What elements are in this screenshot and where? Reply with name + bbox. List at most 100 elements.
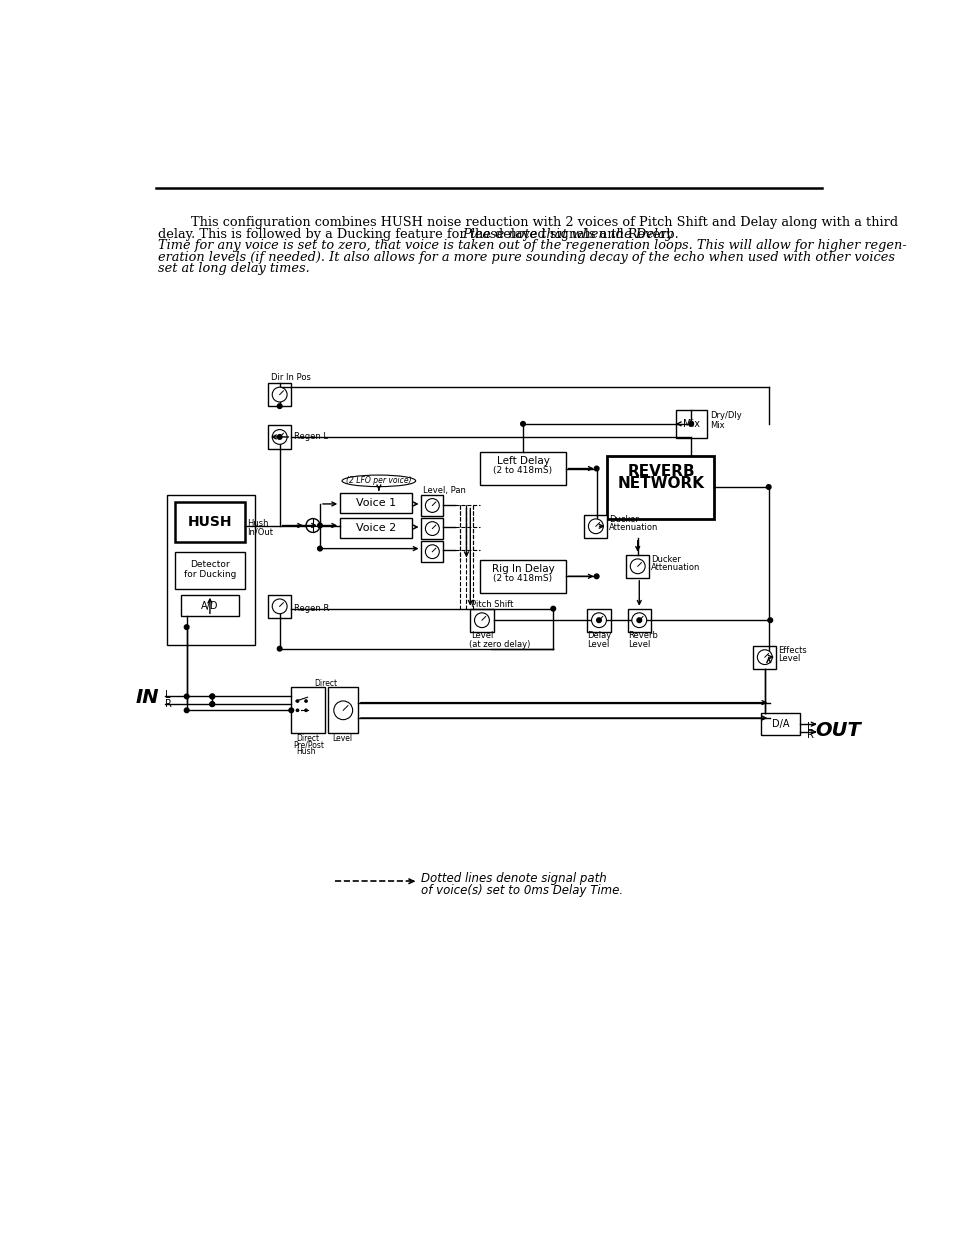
Text: Direct: Direct bbox=[295, 734, 318, 742]
Bar bbox=[625, 555, 649, 578]
Bar bbox=[470, 609, 493, 632]
Text: Left Delay: Left Delay bbox=[497, 456, 549, 466]
Text: HUSH: HUSH bbox=[188, 515, 232, 530]
Circle shape bbox=[425, 521, 438, 536]
Text: of voice(s) set to 0ms Delay Time.: of voice(s) set to 0ms Delay Time. bbox=[421, 884, 623, 897]
Circle shape bbox=[425, 545, 438, 558]
Circle shape bbox=[272, 599, 287, 614]
Text: Attenuation: Attenuation bbox=[608, 524, 658, 532]
Circle shape bbox=[550, 606, 555, 611]
Bar bbox=[268, 383, 291, 406]
Bar bbox=[480, 561, 565, 593]
Text: OUT: OUT bbox=[815, 721, 860, 740]
Text: Voice 2: Voice 2 bbox=[355, 522, 395, 532]
Bar bbox=[268, 425, 291, 448]
Bar bbox=[421, 495, 443, 516]
Text: Hush: Hush bbox=[247, 520, 269, 529]
Circle shape bbox=[277, 435, 282, 440]
Text: Please note that when the Delay: Please note that when the Delay bbox=[462, 227, 673, 241]
Bar bbox=[268, 595, 291, 618]
Circle shape bbox=[210, 694, 214, 699]
Bar bbox=[627, 609, 650, 632]
Text: Attenuation: Attenuation bbox=[650, 563, 700, 572]
Text: Delay: Delay bbox=[587, 631, 611, 640]
Text: Direct: Direct bbox=[314, 679, 337, 688]
Circle shape bbox=[630, 559, 644, 574]
Bar bbox=[181, 595, 239, 616]
Circle shape bbox=[210, 694, 214, 699]
Bar bbox=[167, 495, 254, 645]
Text: Pitch Shift: Pitch Shift bbox=[471, 600, 513, 609]
Circle shape bbox=[425, 499, 438, 513]
Text: Mix: Mix bbox=[682, 419, 699, 429]
Circle shape bbox=[184, 708, 189, 713]
Text: (at zero delay): (at zero delay) bbox=[468, 640, 530, 648]
Text: Dir In Pos: Dir In Pos bbox=[271, 373, 311, 382]
Text: Level: Level bbox=[587, 640, 609, 648]
Text: Voice 1: Voice 1 bbox=[355, 498, 395, 508]
Text: Pre/Post: Pre/Post bbox=[294, 741, 324, 750]
Circle shape bbox=[594, 574, 598, 579]
Text: R: R bbox=[165, 699, 172, 709]
Circle shape bbox=[767, 618, 772, 622]
Circle shape bbox=[277, 404, 282, 409]
Circle shape bbox=[594, 466, 598, 471]
Bar bbox=[340, 517, 412, 537]
Text: Reverb: Reverb bbox=[627, 631, 657, 640]
Circle shape bbox=[765, 484, 770, 489]
Text: for Ducking: for Ducking bbox=[184, 571, 235, 579]
Text: (2 to 418mS): (2 to 418mS) bbox=[493, 467, 552, 475]
Text: D/A: D/A bbox=[771, 719, 788, 729]
Bar bbox=[174, 503, 245, 542]
Circle shape bbox=[210, 701, 214, 706]
Text: eration levels (if needed). It also allows for a more pure sounding decay of the: eration levels (if needed). It also allo… bbox=[158, 251, 894, 263]
Bar bbox=[421, 517, 443, 540]
Circle shape bbox=[757, 650, 772, 664]
Circle shape bbox=[184, 625, 189, 630]
Text: Hush: Hush bbox=[295, 747, 315, 756]
Text: R: R bbox=[806, 730, 813, 740]
Text: NETWORK: NETWORK bbox=[617, 477, 703, 492]
Text: (2 LFO per voice): (2 LFO per voice) bbox=[346, 477, 412, 485]
Circle shape bbox=[305, 700, 307, 703]
Text: Dry/Dly: Dry/Dly bbox=[709, 411, 740, 420]
Circle shape bbox=[272, 388, 287, 401]
Circle shape bbox=[596, 618, 600, 622]
Text: set at long delay times.: set at long delay times. bbox=[158, 262, 310, 275]
Circle shape bbox=[317, 546, 322, 551]
Bar bbox=[607, 456, 714, 520]
Text: L: L bbox=[165, 690, 171, 700]
Text: A/D: A/D bbox=[201, 600, 218, 610]
Circle shape bbox=[277, 646, 282, 651]
Text: delay. This is followed by a Ducking feature for the delayed signals and Reverb.: delay. This is followed by a Ducking fea… bbox=[158, 227, 682, 241]
Bar bbox=[291, 687, 324, 734]
Text: L: L bbox=[806, 722, 811, 732]
Bar bbox=[753, 646, 776, 668]
Bar bbox=[328, 687, 357, 734]
Text: Effects: Effects bbox=[778, 646, 806, 655]
Bar bbox=[675, 410, 706, 437]
Circle shape bbox=[296, 700, 298, 703]
Text: Level, Pan: Level, Pan bbox=[422, 485, 465, 494]
Text: Detector: Detector bbox=[190, 561, 230, 569]
Circle shape bbox=[184, 694, 189, 699]
Text: Rig In Delay: Rig In Delay bbox=[491, 563, 554, 573]
Text: Dotted lines denote signal path: Dotted lines denote signal path bbox=[421, 872, 607, 885]
Circle shape bbox=[210, 701, 214, 706]
Bar bbox=[587, 609, 610, 632]
Text: Mix: Mix bbox=[709, 421, 723, 430]
Bar bbox=[480, 452, 565, 485]
Bar bbox=[583, 515, 607, 537]
Circle shape bbox=[631, 613, 646, 627]
Text: Ducker: Ducker bbox=[608, 515, 639, 524]
Bar bbox=[174, 552, 245, 589]
Circle shape bbox=[591, 613, 606, 627]
Circle shape bbox=[520, 421, 525, 426]
Circle shape bbox=[588, 519, 602, 534]
Text: Level: Level bbox=[778, 655, 800, 663]
Circle shape bbox=[272, 430, 287, 445]
Text: Level: Level bbox=[332, 734, 352, 742]
Text: In/Out: In/Out bbox=[247, 527, 273, 537]
Circle shape bbox=[637, 618, 641, 622]
Circle shape bbox=[688, 421, 693, 426]
